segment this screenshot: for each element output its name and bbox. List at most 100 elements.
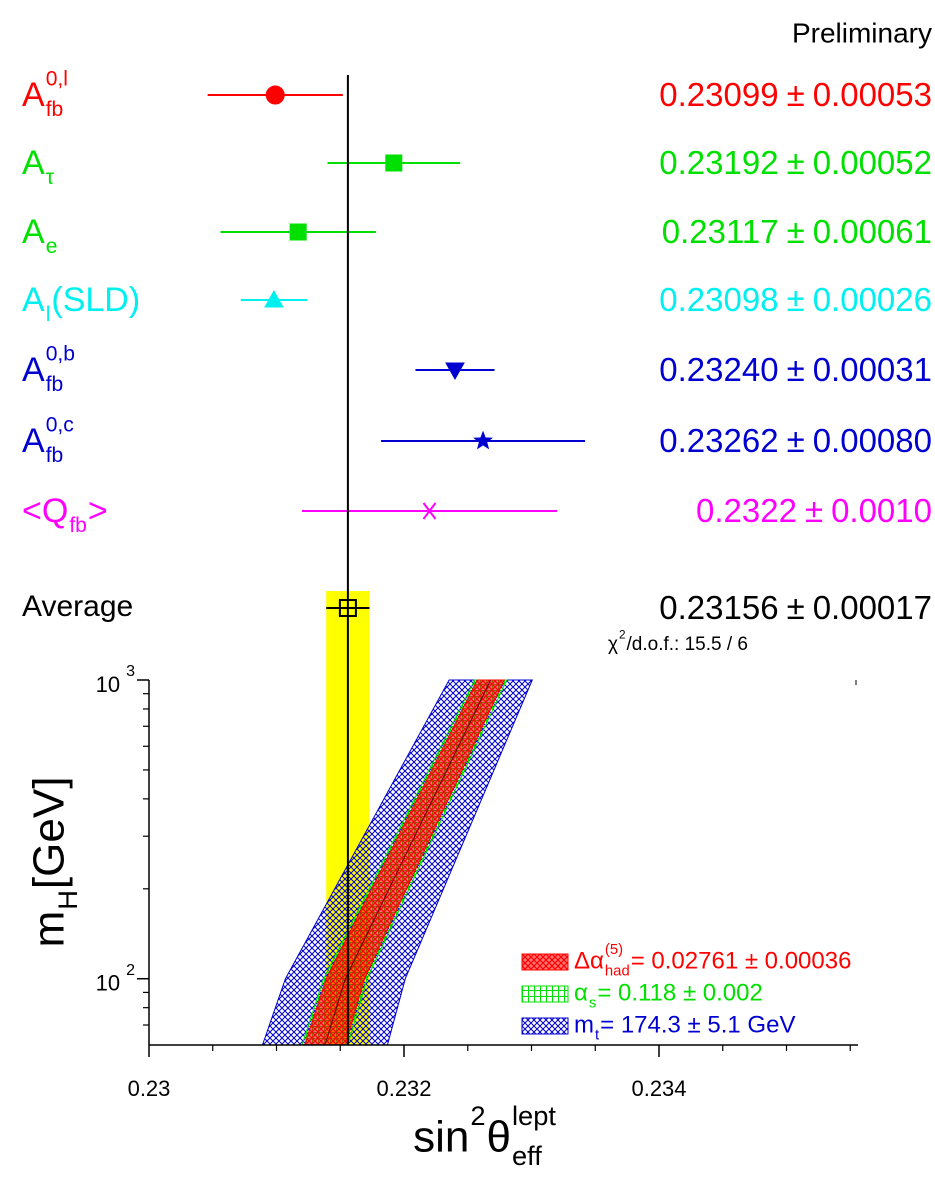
value-label: 0.23240 ±0.00031 bbox=[659, 351, 932, 388]
label-subscript: H bbox=[52, 890, 83, 910]
label-text: > bbox=[88, 492, 108, 530]
value: 0.23240 bbox=[659, 351, 778, 388]
plus-minus: ± bbox=[787, 351, 805, 388]
average-label: Average bbox=[22, 590, 133, 623]
value: 0.23156 bbox=[659, 589, 778, 626]
label-subscript: t bbox=[595, 1028, 600, 1044]
y-tick-label-exponent: 2 bbox=[126, 962, 135, 979]
marker bbox=[264, 289, 284, 308]
y-tick-label: 10 2 bbox=[96, 962, 135, 996]
label-subscript: s bbox=[589, 996, 596, 1012]
plus-minus: ± bbox=[787, 76, 805, 113]
label-superscript: 2 bbox=[470, 1100, 485, 1131]
plus-minus: ± bbox=[787, 589, 805, 626]
error: 0.00061 bbox=[813, 213, 932, 250]
annotation: Preliminary bbox=[792, 17, 932, 48]
x-tick-label: 0.23 bbox=[128, 1076, 171, 1101]
plus-minus: ± bbox=[805, 492, 823, 529]
legend-swatch bbox=[521, 1017, 569, 1035]
label-text: /d.o.f.: 15.5 / 6 bbox=[627, 634, 748, 655]
error: 0.00017 bbox=[813, 589, 932, 626]
plus-minus: ± bbox=[787, 144, 805, 181]
legend-swatch bbox=[521, 953, 569, 971]
label-text: χ bbox=[608, 634, 618, 655]
label-text: m bbox=[25, 911, 74, 948]
label-text: Average bbox=[22, 590, 133, 623]
label-subscript: fb bbox=[69, 514, 87, 537]
label-text: A bbox=[22, 422, 45, 460]
label-subscript: τ bbox=[46, 166, 55, 189]
label-text: = 0.118 ± 0.002 bbox=[597, 979, 763, 1006]
label-superscript: (5) bbox=[605, 942, 623, 958]
value: 0.23099 bbox=[659, 76, 778, 113]
center-line bbox=[324, 679, 492, 1046]
plus-minus: ± bbox=[787, 213, 805, 250]
plus-minus: ± bbox=[787, 422, 805, 459]
y-tick-label-base: 10 bbox=[96, 672, 120, 697]
label-text: = 0.02761 ± 0.00036 bbox=[631, 947, 852, 974]
label-subscript: fb bbox=[46, 444, 64, 467]
legend-swatch bbox=[521, 985, 569, 1003]
error: 0.00080 bbox=[813, 422, 932, 459]
y-axis-title: mH [GeV] bbox=[25, 777, 83, 948]
label-text: [GeV] bbox=[25, 777, 74, 890]
label-subscript: eff bbox=[512, 1140, 542, 1171]
label-subscript: e bbox=[46, 235, 58, 258]
marker bbox=[289, 223, 307, 241]
label-text: Δα bbox=[574, 947, 604, 974]
value-label: 0.2322 ±0.0010 bbox=[696, 492, 932, 529]
label-text: A bbox=[22, 76, 45, 114]
label-text: (SLD) bbox=[51, 281, 140, 319]
y-tick-label-exponent: 3 bbox=[126, 663, 135, 680]
y-tick-label: 10 3 bbox=[96, 663, 135, 697]
label-subscript: fb bbox=[46, 98, 64, 121]
label-text: α bbox=[574, 979, 588, 1006]
value-label: 0.23117 ±0.00061 bbox=[662, 213, 932, 250]
label-superscript: 0,b bbox=[46, 343, 75, 366]
label-text: A bbox=[22, 213, 45, 251]
label-superscript: 2 bbox=[619, 629, 626, 642]
marker bbox=[385, 154, 403, 172]
legend-entry: Δα had (5) = 0.02761 ± 0.00036 bbox=[574, 942, 851, 980]
x-axis-title: sin 2 θ eff lept bbox=[413, 1100, 556, 1171]
label-text: sin bbox=[413, 1113, 469, 1162]
label-text: A bbox=[22, 351, 45, 389]
marker bbox=[420, 502, 439, 520]
error: 0.00052 bbox=[813, 144, 932, 181]
x-tick-label: 0.234 bbox=[631, 1076, 686, 1101]
label-text: θ bbox=[486, 1113, 510, 1162]
plus-minus: ± bbox=[787, 281, 805, 318]
marker bbox=[265, 85, 285, 105]
y-tick-label-base: 10 bbox=[96, 971, 120, 996]
error: 0.00053 bbox=[813, 76, 932, 113]
value: 0.23117 bbox=[662, 213, 779, 250]
value-label: 0.23099 ±0.00053 bbox=[659, 76, 932, 113]
error: 0.00031 bbox=[813, 351, 932, 388]
marker bbox=[445, 362, 465, 381]
label-superscript: 0,c bbox=[46, 414, 74, 437]
marker bbox=[473, 430, 493, 450]
label-text: A bbox=[22, 144, 45, 182]
value: 0.23098 bbox=[659, 281, 778, 318]
value-label: 0.23156 ±0.00017 bbox=[659, 589, 932, 626]
label-text: <Q bbox=[22, 492, 68, 530]
label-subscript: fb bbox=[46, 373, 64, 396]
label-text: m bbox=[574, 1011, 594, 1038]
value-label: 0.23262 ±0.00080 bbox=[659, 422, 932, 459]
label-subscript: had bbox=[605, 964, 630, 980]
label-text: = 174.3 ± 5.1 GeV bbox=[600, 1011, 795, 1038]
error: 0.0010 bbox=[831, 492, 932, 529]
value: 0.23192 bbox=[659, 144, 778, 181]
legend-entry: α s = 0.118 ± 0.002 bbox=[574, 979, 763, 1011]
value: 0.2322 bbox=[696, 492, 797, 529]
x-tick-label: 0.232 bbox=[376, 1076, 431, 1101]
label-superscript: lept bbox=[512, 1100, 556, 1131]
label-superscript: 0,l bbox=[46, 68, 68, 91]
